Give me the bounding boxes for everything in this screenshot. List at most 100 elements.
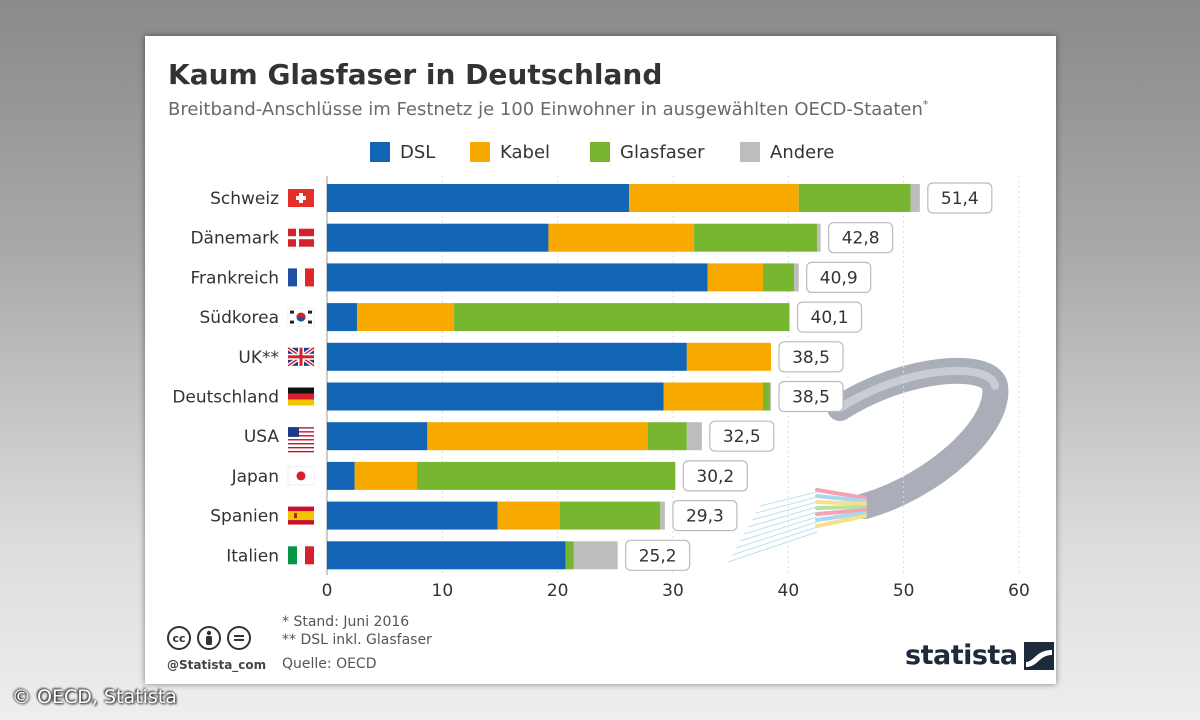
flag-usa-icon — [288, 427, 314, 453]
flag-stripe — [288, 443, 314, 445]
bar-segment-andere — [660, 501, 665, 530]
attribution-icon — [197, 626, 221, 650]
cable-highlight — [836, 366, 999, 412]
total-badge — [778, 380, 844, 413]
bar-segment-dsl — [327, 382, 664, 411]
legend-item-andere: Andere — [740, 140, 834, 164]
bar-chart: 0 10 20 30 40 50 60 Schweiz 51,4 Dänemark 42,8 Fran… — [172, 176, 1030, 601]
flag-stripe — [305, 268, 314, 287]
legend-swatch-dsl — [370, 142, 390, 162]
no-derivatives-icon — [227, 626, 251, 650]
flag-stripe — [297, 546, 305, 565]
flag-germany-icon — [288, 387, 314, 406]
bar-segment-andere — [573, 541, 618, 570]
bar-segment-dsl — [327, 303, 357, 332]
footnote-2: ** DSL inkl. Glasfaser — [282, 632, 432, 648]
flag-stripe — [288, 450, 314, 453]
chart-title: Kaum Glasfaser in Deutschland — [168, 58, 663, 91]
bar-segment-dsl — [327, 184, 630, 212]
bar-segment-andere — [769, 382, 772, 411]
bar-segment-glasfaser — [762, 263, 795, 292]
total-badge — [796, 301, 863, 333]
bar-segment-kabel — [629, 184, 799, 212]
total-badge — [682, 460, 748, 492]
category-label: Deutschland — [172, 388, 279, 408]
flag-trigram — [308, 320, 312, 324]
data-label: 25,2 — [639, 546, 677, 566]
fiber-strand — [815, 511, 867, 522]
bar-segment-glasfaser — [693, 223, 818, 252]
legend-label-glasfaser: Glasfaser — [620, 141, 705, 163]
bar-segment-kabel — [356, 303, 454, 332]
fiber-strand — [815, 494, 867, 503]
flag-stripe — [288, 511, 314, 521]
flag-stripe — [288, 387, 314, 394]
category-label: UK** — [238, 348, 279, 368]
flag-stripe — [288, 393, 314, 400]
flag-trigram — [308, 310, 312, 314]
category-label: Südkorea — [200, 308, 280, 328]
total-badge — [709, 420, 775, 452]
fiber-cable-illustration — [727, 357, 1009, 563]
flag-stripe — [297, 268, 305, 287]
creative-commons-badges: cc — [167, 626, 257, 650]
flag-emblem — [294, 513, 297, 519]
bar-segment-kabel — [663, 382, 763, 411]
fiber-thread — [751, 501, 818, 521]
flag-stripe — [288, 431, 314, 433]
category-label: Japan — [231, 467, 279, 487]
flag-italy-icon — [288, 546, 314, 565]
flag-stripe — [288, 546, 297, 565]
category-label: Spanien — [210, 507, 279, 527]
legend-label-dsl: DSL — [400, 141, 436, 163]
bar-segment-andere — [686, 422, 702, 451]
flag-stripe — [288, 268, 297, 287]
bar-segment-kabel — [427, 422, 648, 451]
flag-stripe — [288, 439, 314, 441]
x-tick-label: 50 — [893, 581, 915, 601]
data-label: 38,5 — [792, 388, 830, 408]
flag-stripe — [288, 446, 314, 449]
flag-japan-icon — [287, 466, 315, 486]
statista-handle: @Statista_com — [167, 658, 267, 672]
x-tick-label: 0 — [322, 581, 333, 601]
flag-sun — [296, 471, 306, 481]
flag-cross-h-red — [288, 355, 314, 359]
bar-segment-andere — [910, 184, 920, 212]
fiber-thread — [743, 511, 818, 535]
flag-stripe — [288, 435, 314, 437]
category-label: Italien — [226, 546, 279, 566]
fiber-thread — [735, 521, 818, 549]
bar-segment-glasfaser — [559, 501, 661, 530]
bar-segment-dsl — [327, 461, 355, 490]
flag-trigram — [290, 320, 294, 324]
legend-item-dsl: DSL — [370, 140, 435, 164]
copyright-notice: © OECD, Statista — [12, 686, 177, 708]
flag-switzerland-icon — [288, 189, 314, 207]
fiber-thread — [731, 526, 818, 556]
bar-segment-dsl — [327, 501, 498, 530]
bar-segment-glasfaser — [647, 422, 687, 451]
source-note: Quelle: OECD — [282, 656, 377, 672]
flag-canton — [288, 427, 299, 437]
flag-denmark-icon — [288, 228, 314, 247]
bar-segment-dsl — [327, 263, 708, 292]
data-label: 51,4 — [941, 189, 979, 209]
bar-segment-andere — [794, 263, 799, 292]
category-label: Schweiz — [210, 189, 279, 209]
fiber-thread — [739, 516, 818, 542]
bar-segment-kabel — [548, 223, 694, 252]
flag-stripe — [288, 399, 314, 406]
bar-segment-dsl — [327, 342, 687, 371]
flag-stripe — [305, 546, 314, 565]
flag-uk-icon — [286, 346, 316, 368]
bar-segment-andere — [817, 223, 821, 252]
flag-cross-h — [296, 196, 306, 200]
bar-segment-glasfaser — [453, 303, 790, 332]
infographic-card: Kaum Glasfaser in Deutschland Breitband-… — [145, 36, 1056, 684]
x-tick-label: 20 — [547, 581, 569, 601]
x-tick-label: 60 — [1008, 581, 1030, 601]
cc-icon: cc — [167, 626, 191, 650]
total-badge — [828, 222, 894, 254]
total-badge — [672, 500, 738, 532]
